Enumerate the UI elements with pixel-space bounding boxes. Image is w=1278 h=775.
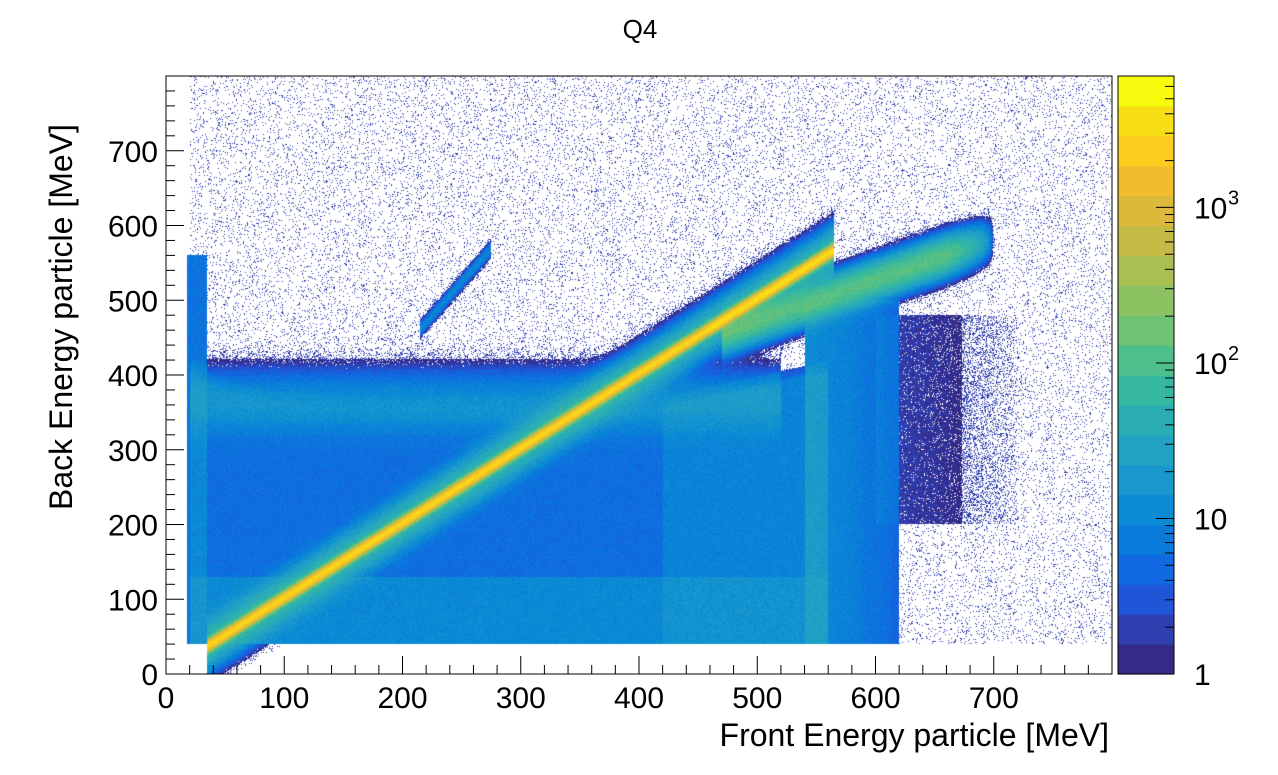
colorbar-segment [1118, 404, 1174, 436]
y-axis: 0 100 200 300 400 500 600 700 [108, 75, 184, 692]
x-axis-label: Front Energy particle [MeV] [720, 717, 1109, 753]
colorbar-segment [1118, 644, 1174, 675]
colorbar-segment [1118, 524, 1174, 555]
x-tick-label: 200 [377, 682, 427, 715]
colorbar-segment [1118, 285, 1174, 316]
colorbar-segment [1118, 225, 1174, 256]
y-tick-label: 700 [108, 136, 158, 169]
colorbar-segment [1118, 165, 1174, 197]
colorbar-segment [1118, 464, 1174, 496]
y-tick-label: 400 [108, 360, 158, 393]
colorbar-segment [1118, 345, 1174, 376]
colorbar-frame [1117, 75, 1175, 675]
y-axis-label: Back Energy particle [MeV] [43, 124, 79, 510]
x-tick-label: 500 [732, 682, 782, 715]
x-tick-label: 100 [259, 682, 309, 715]
colorbar-segment [1118, 584, 1174, 615]
colorbar-tick-exponent: 2 [1228, 343, 1239, 365]
y-tick-label: 200 [108, 510, 158, 543]
colorbar-segment [1118, 434, 1174, 466]
colorbar-segment [1118, 614, 1174, 645]
colorbar-segment [1118, 76, 1174, 107]
x-axis: 0 100 200 300 400 500 600 700 [158, 656, 1113, 715]
colorbar-segment [1118, 494, 1174, 526]
colorbar-segment [1118, 315, 1174, 346]
colorbar-segment [1118, 105, 1174, 137]
chart-title: Q4 [623, 14, 658, 44]
colorbar-tick-label: 1 [1194, 659, 1211, 692]
colorbar-tick-exponent: 3 [1228, 187, 1239, 209]
heatmap-plot-area [166, 76, 1112, 674]
colorbar-segment [1118, 135, 1174, 167]
colorbar-tick-label: 10 [1194, 503, 1227, 536]
y-tick-label: 600 [108, 211, 158, 244]
colorbar-tick-label: 10 [1194, 348, 1227, 381]
x-tick-label: 400 [614, 682, 664, 715]
x-tick-label: 300 [496, 682, 546, 715]
colorbar-segment [1118, 554, 1174, 585]
x-tick-label: 700 [969, 682, 1019, 715]
colorbar-tick-label: 10 [1194, 192, 1227, 225]
x-tick-label: 0 [158, 682, 175, 715]
plot-frame [165, 75, 1113, 675]
y-tick-label: 500 [108, 285, 158, 318]
y-tick-label: 0 [141, 659, 158, 692]
colorbar-segment [1118, 375, 1174, 406]
x-tick-label: 600 [850, 682, 900, 715]
colorbar-segment [1118, 195, 1174, 227]
colorbar-segment [1118, 255, 1174, 286]
y-tick-label: 300 [108, 435, 158, 468]
y-tick-label: 100 [108, 584, 158, 617]
colorbar [1117, 75, 1175, 675]
